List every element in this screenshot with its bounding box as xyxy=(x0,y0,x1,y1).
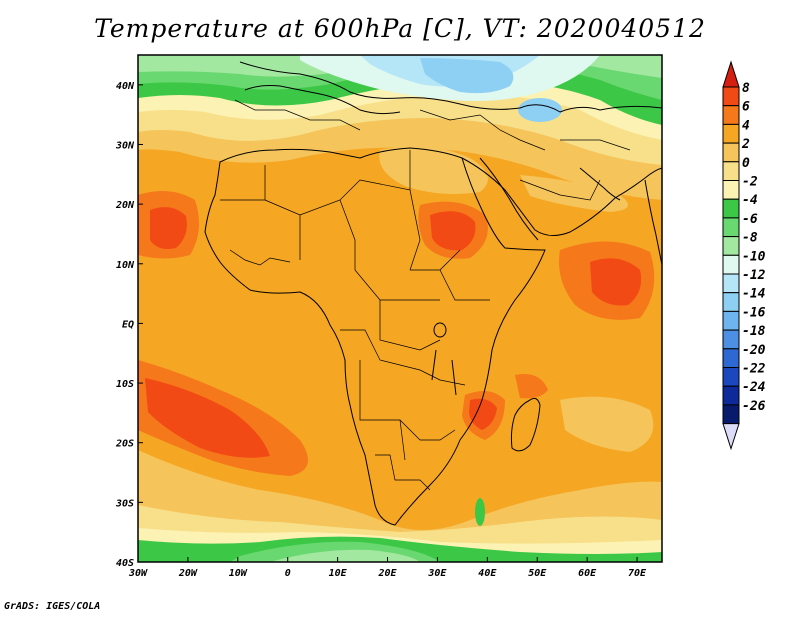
lon-tick-label: 70E xyxy=(628,568,647,579)
field-south-palegreen xyxy=(270,549,420,562)
colorbar-box xyxy=(722,105,740,125)
colorbar-label: -22 xyxy=(742,362,766,377)
lon-tick-label: 50E xyxy=(528,568,547,579)
colorbar-box xyxy=(722,367,740,387)
field-yellow-south-indian xyxy=(560,396,654,452)
field-hot-ethiopia xyxy=(430,211,476,251)
colorbar-label: -16 xyxy=(742,305,766,320)
colorbar-label: -14 xyxy=(742,287,766,302)
arabia-west-coast xyxy=(479,157,539,241)
lat-tick-label: 10N xyxy=(116,260,135,271)
colorbar-box xyxy=(722,348,740,368)
lat-tick-label: 10S xyxy=(116,379,134,390)
colorbar-label: -8 xyxy=(742,231,758,246)
colorbar-box xyxy=(722,310,740,331)
lat-tick-label: 30S xyxy=(115,498,134,509)
colorbar-label: -12 xyxy=(742,268,766,283)
colorbar-label: 2 xyxy=(741,137,750,152)
colorbar-box xyxy=(722,180,740,200)
temperature-field xyxy=(138,55,662,562)
lakes xyxy=(431,322,457,396)
colorbar-box xyxy=(722,86,740,107)
field-warm-madagascar-e xyxy=(515,374,548,399)
colorbar-label: -20 xyxy=(742,343,766,358)
lat-tick-label: EQ xyxy=(122,319,134,330)
india-coast xyxy=(644,179,662,266)
colorbar-box xyxy=(722,198,740,219)
colorbar-label: -26 xyxy=(742,399,766,414)
lat-tick-label: 40S xyxy=(116,558,134,569)
africa-coastline xyxy=(204,147,546,526)
colorbar-box xyxy=(722,217,740,238)
colorbar-label: 6 xyxy=(742,100,750,115)
chart-title: Temperature at 600hPa [C], VT: 202004051… xyxy=(94,14,706,43)
lon-tick-label: 60E xyxy=(578,568,597,579)
colorbar-box xyxy=(722,161,740,182)
colorbar-label: 0 xyxy=(742,156,750,171)
lat-tick-label: 20N xyxy=(115,200,135,211)
colorbar-box xyxy=(722,385,740,406)
field-north-blue xyxy=(420,58,514,94)
field-hot-indian xyxy=(590,258,642,306)
europe-coastline xyxy=(239,61,662,113)
field-hot-westafrica xyxy=(150,207,187,249)
colorbar-label: -4 xyxy=(742,193,758,208)
field-south-green-patch xyxy=(475,498,485,526)
lon-tick-label: 30E xyxy=(427,568,447,579)
longitude-ticks: 30W 20W 10W 0 10E 20E 30E 40E 50E 60E 70E xyxy=(128,557,647,579)
lon-tick-label: 10E xyxy=(329,568,348,579)
lon-tick-label: 0 xyxy=(285,568,291,579)
colorbar-label: -24 xyxy=(742,380,766,395)
mediterranean-coast-north xyxy=(244,85,401,115)
colorbar-box xyxy=(722,292,740,312)
field-north-blue-2 xyxy=(518,98,562,122)
lon-tick-label: 10W xyxy=(229,568,248,579)
colorbar-box xyxy=(722,273,740,294)
lat-tick-label: 20S xyxy=(115,439,134,450)
persian-gulf xyxy=(579,167,621,201)
colorbar-box xyxy=(722,123,740,144)
colorbar-box xyxy=(722,329,740,350)
field-hot-mozambique xyxy=(469,398,497,430)
colorbar-label: -6 xyxy=(742,212,758,227)
colorbar-label: -2 xyxy=(742,175,758,190)
lat-tick-label: 40N xyxy=(116,81,135,92)
footer-credit: GrADS: IGES/COLA xyxy=(4,601,101,612)
colorbar-bottom-triangle xyxy=(722,423,740,451)
lon-tick-label: 40E xyxy=(478,568,497,579)
field-yellow-east xyxy=(520,175,628,212)
madagascar-coastline xyxy=(510,397,541,452)
field-yellow-sahara xyxy=(379,146,488,194)
colorbar-label: -10 xyxy=(742,249,766,264)
lon-tick-label: 20W xyxy=(178,568,198,579)
country-borders xyxy=(220,99,631,491)
colorbar-label: 4 xyxy=(742,118,750,133)
colorbar: 8 6 4 2 0 -2 -4 -6 -8 -10 -12 -14 -16 -18 -20 -22 -24 -26 xyxy=(722,60,766,451)
colorbar-label: 8 xyxy=(742,81,750,96)
map-frame xyxy=(137,54,663,563)
lat-tick-label: 30N xyxy=(115,140,135,151)
colorbar-box xyxy=(722,236,740,256)
colorbar-top-triangle xyxy=(722,60,740,88)
arabia-coastline xyxy=(461,157,662,236)
field-hot-atlantic xyxy=(145,378,270,458)
lon-tick-label: 20E xyxy=(377,568,397,579)
colorbar-box xyxy=(722,142,740,163)
colorbar-box xyxy=(722,254,740,275)
colorbar-box xyxy=(722,404,740,425)
colorbar-label: -18 xyxy=(742,324,766,339)
field-north-palegreen xyxy=(138,55,662,78)
coastlines xyxy=(204,61,662,526)
latitude-ticks: 40N 30N 20N 10N EQ 10S 20S 30S 40S xyxy=(115,81,143,569)
lon-tick-label: 30W xyxy=(128,568,148,579)
